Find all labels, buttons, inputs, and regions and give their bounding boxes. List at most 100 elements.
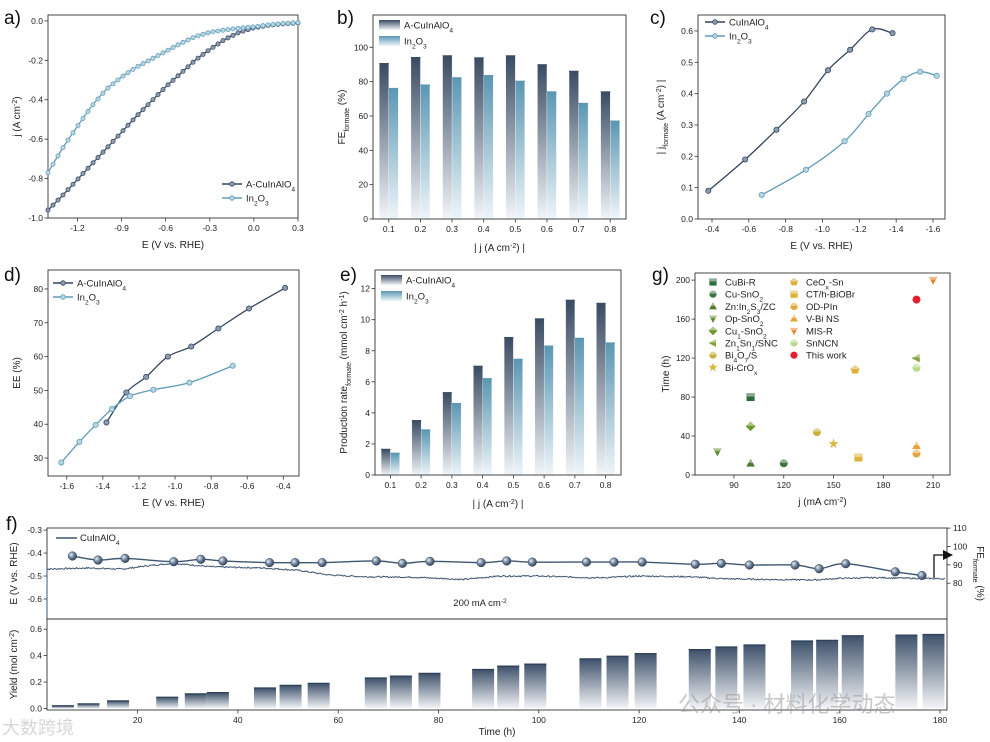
y-tick-label: 0.1	[681, 183, 693, 193]
marker-highlight	[912, 448, 921, 454]
y-axis-label: Yield (mol cm-2)	[9, 630, 21, 700]
legend-item: Cu1-SnO2	[708, 326, 767, 340]
plot-frame	[372, 14, 627, 220]
fe-point	[93, 555, 103, 565]
data-point	[165, 47, 171, 53]
fe-point	[397, 558, 407, 568]
arrow-head-icon	[943, 550, 953, 560]
fe-point	[716, 558, 726, 568]
y-tick-label: -0.4	[28, 95, 43, 105]
pentagon-marker-icon	[790, 277, 798, 286]
triangle-up-marker-icon	[746, 458, 755, 467]
diamond-marker-icon	[745, 421, 756, 432]
x-tick-label: 0.8	[600, 480, 612, 490]
y-axis-label-right: FEformate (%)	[972, 546, 986, 601]
square-marker-icon	[790, 290, 798, 298]
data-point	[912, 295, 921, 304]
yield-bar	[606, 656, 629, 709]
data-point	[185, 64, 191, 70]
watermark: 公众号 · 材料化学动态	[678, 692, 896, 717]
y-tick-label: -1.0	[28, 213, 43, 223]
panel-g: g) 90 120 150 180 210 0 40 80 120 160 200 j (mA cm-2…	[652, 265, 951, 508]
y-axis-label: EE (%)	[12, 357, 23, 389]
data-point	[869, 26, 876, 33]
legend-label: MIS-R	[806, 326, 833, 337]
y-tick-label: 80	[34, 284, 44, 294]
y-tick-label: 90	[953, 560, 963, 570]
bar	[505, 55, 516, 220]
arrow-right-icon	[933, 554, 945, 578]
series-line	[60, 365, 234, 463]
marker-highlight	[790, 326, 798, 331]
circle-marker-icon	[790, 339, 798, 347]
triangle-down-marker-icon	[790, 327, 798, 336]
data-point	[65, 187, 71, 193]
y-tick-label: 100	[354, 42, 368, 52]
series-line	[707, 28, 893, 192]
bar	[546, 91, 557, 220]
data-point	[195, 55, 201, 61]
marker-highlight	[713, 447, 721, 452]
data-point	[105, 85, 111, 91]
bar	[537, 64, 548, 220]
star-marker-icon	[828, 438, 839, 449]
data-point	[108, 406, 115, 413]
data-point	[912, 440, 921, 450]
x-tick-label: -1.6	[926, 224, 941, 234]
data-point	[246, 305, 253, 312]
legend-item: Bi-CrOx	[708, 362, 758, 377]
legend-label: In2O3	[406, 292, 429, 306]
data-point	[828, 438, 839, 449]
data-point	[95, 155, 101, 160]
x-tick-label: -0.6	[158, 223, 173, 233]
yield-bar	[816, 640, 839, 709]
y-tick-label: 12	[361, 284, 371, 294]
series-d	[58, 362, 236, 466]
data-point	[123, 389, 130, 396]
data-point	[50, 161, 56, 167]
y-axis-label: Production rateformate (mmol cm-2 h-1)	[339, 291, 353, 453]
circle-marker-icon	[779, 459, 788, 468]
x-tick-label: -1.4	[889, 224, 904, 234]
y-tick-label: 60	[359, 111, 369, 121]
legend-label: A-CuInAlO4	[404, 21, 453, 35]
fe-point	[917, 570, 927, 581]
legend-swatch-icon	[379, 20, 400, 30]
panel-e: e) 0.1 0.2 0.3 0.4 0.5 0.6 0.7 0.8 0 2 4 6 8 10 12 | j (…	[339, 265, 622, 510]
legend-swatch-icon	[379, 36, 400, 46]
y-tick-label: 30	[34, 453, 44, 463]
y-tick-label: -0.8	[28, 174, 43, 184]
data-point	[225, 35, 231, 41]
x-tick-label: 180	[876, 480, 890, 490]
data-point	[290, 20, 296, 26]
diamond-marker-icon	[708, 326, 718, 336]
marker-highlight	[709, 326, 717, 331]
y-tick-label: -0.2	[28, 55, 43, 65]
data-point	[130, 66, 136, 72]
marker-highlight	[709, 314, 717, 319]
bar	[442, 55, 453, 220]
legend-marker-icon	[60, 294, 66, 300]
data-point	[235, 25, 241, 31]
bar	[543, 345, 554, 476]
fe-point	[317, 558, 327, 568]
legend-label: Bi-CrOx	[725, 363, 758, 377]
x-tick-label: 0.5	[507, 480, 519, 490]
y-axis-label: j (A cm-2)	[12, 96, 24, 137]
x-tick-label: 0.6	[541, 224, 553, 234]
panel-d: d) -1.6 -1.4 -1.2 -1.0 -0.8 -0.6 -0.4 30 40 50 60 70…	[4, 265, 300, 509]
bar	[565, 300, 576, 476]
y-axis-label: Time (h)	[661, 356, 672, 393]
legend-item: This work	[790, 351, 847, 362]
series-line	[761, 71, 937, 196]
marker-highlight	[912, 363, 921, 368]
data-point	[126, 393, 133, 400]
plot-frame	[46, 618, 948, 711]
data-point	[135, 112, 141, 118]
legend-item: CuInAlO4	[705, 18, 769, 31]
legend-label: CuInAlO4	[80, 533, 120, 547]
triangle-up-marker-icon	[912, 440, 921, 450]
triangle-down-marker-icon	[709, 315, 717, 323]
x-tick-label: 210	[926, 480, 940, 490]
data-point	[145, 58, 151, 64]
